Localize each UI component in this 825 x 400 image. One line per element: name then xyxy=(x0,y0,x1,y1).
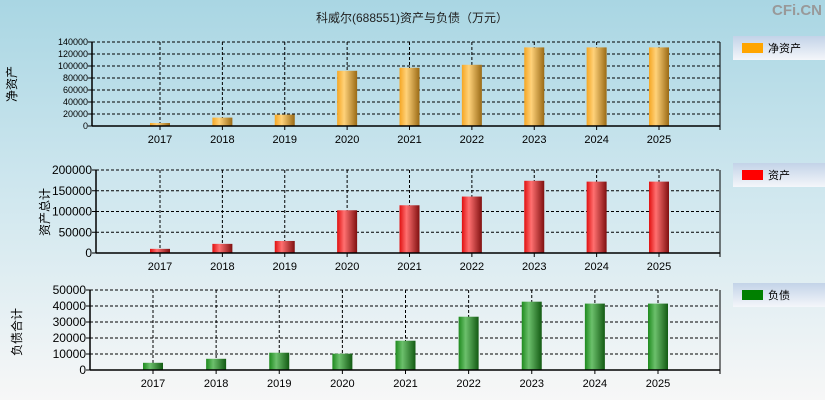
y-axis-label: 净资产 xyxy=(5,66,19,102)
x-tick-label: 2021 xyxy=(397,261,421,273)
bar-2020 xyxy=(332,353,353,370)
x-tick-label: 2021 xyxy=(397,134,421,146)
legend-swatch xyxy=(742,290,763,300)
x-tick-label: 2023 xyxy=(522,134,546,146)
x-tick-label: 2022 xyxy=(460,134,484,146)
y-tick-label: 0 xyxy=(79,363,86,377)
legend-label: 负债 xyxy=(768,288,790,302)
x-tick-label: 2017 xyxy=(148,134,172,146)
y-tick-label: 0 xyxy=(83,121,88,131)
x-tick-label: 2025 xyxy=(647,134,671,146)
bar-2019 xyxy=(274,114,295,126)
bar-2024 xyxy=(586,181,607,253)
y-tick-label: 200000 xyxy=(52,163,92,177)
y-axis-label: 资产总计 xyxy=(38,188,52,236)
y-tick-label: 120000 xyxy=(58,49,88,59)
x-tick-label: 2017 xyxy=(141,378,165,390)
y-tick-label: 10000 xyxy=(53,347,87,361)
y-tick-label: 80000 xyxy=(63,73,88,83)
bar-2020 xyxy=(337,210,358,253)
legend: 净资产 xyxy=(733,36,825,60)
x-tick-label: 2020 xyxy=(330,378,354,390)
bar-2017 xyxy=(143,362,163,370)
bar-2024 xyxy=(586,47,607,126)
x-tick-label: 2024 xyxy=(583,378,607,390)
x-tick-label: 2020 xyxy=(335,261,359,273)
bar-2024 xyxy=(584,303,605,370)
legend: 资产 xyxy=(733,163,825,187)
x-tick-label: 2023 xyxy=(520,378,544,390)
x-tick-label: 2019 xyxy=(273,134,297,146)
bar-2020 xyxy=(337,70,358,126)
x-tick-label: 2024 xyxy=(584,261,608,273)
bar-2025 xyxy=(649,181,669,253)
panel-0: 0 20000 40000 60000 80000 100000 120000 140000 2… xyxy=(5,36,825,146)
bar-2023 xyxy=(524,180,545,253)
y-tick-label: 0 xyxy=(85,246,92,260)
legend-label: 净资产 xyxy=(768,41,801,55)
x-tick-label: 2018 xyxy=(210,261,234,273)
y-tick-label: 50000 xyxy=(59,225,93,239)
x-tick-label: 2024 xyxy=(584,134,608,146)
x-tick-label: 2019 xyxy=(273,261,297,273)
legend-label: 资产 xyxy=(768,168,790,182)
x-tick-label: 2022 xyxy=(456,378,480,390)
y-tick-label: 30000 xyxy=(53,315,87,329)
legend-swatch xyxy=(742,43,763,53)
watermark: CFi.CN xyxy=(772,2,822,19)
bar-2018 xyxy=(212,243,233,253)
bar-2025 xyxy=(648,303,668,370)
y-tick-label: 60000 xyxy=(63,85,88,95)
bar-2021 xyxy=(399,205,420,253)
x-tick-label: 2025 xyxy=(647,261,671,273)
bar-2025 xyxy=(649,47,669,126)
y-tick-label: 100000 xyxy=(52,205,92,219)
bar-2022 xyxy=(461,64,482,126)
bar-2017 xyxy=(150,123,170,126)
bar-2023 xyxy=(521,301,542,370)
panel-1: 0 50000 100000 150000 200000 2017 2018 2019 2020… xyxy=(38,163,825,273)
panel-2: 0 10000 20000 30000 40000 50000 2017 2018 2019 20… xyxy=(9,283,825,390)
bar-2021 xyxy=(399,67,420,126)
y-tick-label: 150000 xyxy=(52,184,92,198)
y-tick-label: 20000 xyxy=(63,109,88,119)
y-tick-label: 20000 xyxy=(53,331,87,345)
bar-2017 xyxy=(150,248,170,253)
y-tick-label: 140000 xyxy=(58,37,88,47)
bar-2022 xyxy=(458,316,479,370)
bar-2021 xyxy=(395,340,416,370)
bar-2022 xyxy=(461,196,482,253)
x-tick-label: 2018 xyxy=(204,378,228,390)
y-tick-label: 40000 xyxy=(63,97,88,107)
x-tick-label: 2025 xyxy=(646,378,670,390)
legend-swatch xyxy=(742,170,763,180)
bar-2019 xyxy=(274,240,295,253)
bar-2023 xyxy=(524,47,545,126)
x-tick-label: 2018 xyxy=(210,134,234,146)
y-axis-label: 负债合计 xyxy=(9,308,24,356)
y-tick-label: 100000 xyxy=(58,61,88,71)
legend: 负债 xyxy=(733,283,825,307)
x-tick-label: 2021 xyxy=(393,378,417,390)
x-tick-label: 2020 xyxy=(335,134,359,146)
bar-2018 xyxy=(206,358,227,370)
y-tick-label: 50000 xyxy=(53,283,87,297)
bar-2019 xyxy=(269,352,290,370)
chart-title: 科威尔(688551)资产与负债（万元） xyxy=(316,10,508,25)
x-tick-label: 2019 xyxy=(267,378,291,390)
bar-2018 xyxy=(212,117,233,126)
x-tick-label: 2017 xyxy=(148,261,172,273)
y-tick-label: 40000 xyxy=(53,299,87,313)
x-tick-label: 2023 xyxy=(522,261,546,273)
x-tick-label: 2022 xyxy=(460,261,484,273)
